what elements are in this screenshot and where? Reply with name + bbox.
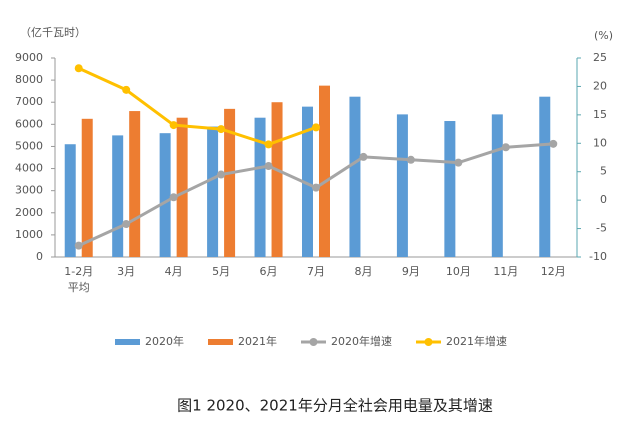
- x-tick-label-line: 8月: [354, 265, 372, 278]
- line-point: [312, 183, 320, 192]
- x-tick-label: 11月: [493, 265, 518, 278]
- x-tick-label-line: 3月: [117, 265, 135, 278]
- legend-swatch: [115, 339, 140, 345]
- y2-tick-label: 0: [600, 193, 607, 206]
- bar: [81, 118, 93, 257]
- y-tick-label: 2000: [15, 206, 43, 219]
- x-tick-label-line: 11月: [493, 265, 518, 278]
- y-tick-label: 1000: [15, 228, 43, 241]
- bar: [176, 117, 188, 257]
- line-point: [217, 125, 226, 134]
- line-point: [501, 143, 510, 152]
- bar: [254, 117, 266, 257]
- x-tick-label-line: 6月: [260, 265, 278, 278]
- line-point: [122, 220, 131, 229]
- line-point: [169, 193, 178, 202]
- x-tick-label: 9月: [402, 265, 420, 278]
- y2-tick-label: -5: [596, 222, 607, 235]
- line-point: [122, 85, 131, 94]
- y-axis-label: （亿千瓦时）: [20, 26, 86, 39]
- x-tick-label: 4月: [165, 265, 183, 278]
- y2-tick-label: 10: [593, 136, 607, 149]
- legend-swatch: [424, 338, 433, 346]
- x-tick-label: 12月: [541, 265, 566, 278]
- y2-tick-label: 25: [593, 51, 607, 64]
- x-tick-label-line: 10月: [446, 265, 471, 278]
- y2-tick-label: 5: [600, 165, 607, 178]
- x-tick-label: 10月: [446, 265, 471, 278]
- legend-label: 2021年: [238, 334, 277, 348]
- bar: [64, 144, 76, 257]
- x-tick-label: 6月: [260, 265, 278, 278]
- bar: [444, 121, 456, 258]
- bar: [539, 96, 551, 257]
- line-point: [264, 140, 273, 149]
- legend-swatch: [208, 339, 233, 345]
- line-point: [549, 139, 558, 148]
- bar: [159, 133, 171, 257]
- line: [78, 142, 554, 247]
- x-tick-label: 1-2月平均: [64, 265, 93, 294]
- legend-label: 2020年增速: [331, 334, 392, 348]
- y-tick-label: 9000: [15, 51, 43, 64]
- line-point: [359, 152, 368, 161]
- x-tick-label-line: 1-2月: [64, 265, 93, 278]
- bar: [319, 85, 330, 257]
- legend-swatch: [309, 338, 318, 346]
- line: [78, 66, 317, 147]
- line-point: [169, 121, 178, 130]
- bar: [491, 114, 503, 257]
- caption: 图1 2020、2021年分月全社会用电量及其增速: [177, 397, 493, 415]
- line-point: [454, 158, 463, 167]
- legend-label: 2021年增速: [446, 334, 507, 348]
- bar: [129, 111, 141, 257]
- y-tick-label: 3000: [15, 184, 43, 197]
- y-tick-label: 7000: [15, 95, 43, 108]
- x-tick-label-line: 9月: [402, 265, 420, 278]
- bar: [349, 96, 361, 257]
- line-point: [406, 155, 415, 164]
- x-tick-label-line: 12月: [541, 265, 566, 278]
- y-tick-label: 5000: [15, 139, 43, 152]
- x-tick-label-line: 5月: [212, 265, 230, 278]
- line-point: [217, 170, 226, 179]
- y-tick-label: 6000: [15, 117, 43, 130]
- y2-tick-label: -10: [589, 250, 607, 263]
- x-tick-label: 5月: [212, 265, 230, 278]
- bar: [112, 135, 124, 257]
- y2-tick-label: 15: [593, 108, 607, 121]
- bar: [207, 126, 219, 258]
- line-point: [74, 241, 83, 250]
- x-tick-label-line: 平均: [68, 281, 90, 294]
- bar: [224, 108, 236, 257]
- x-tick-label: 7月: [307, 265, 325, 278]
- line-point: [74, 64, 83, 73]
- bar: [271, 102, 283, 257]
- bar: [396, 114, 408, 257]
- y-tick-label: 4000: [15, 162, 43, 175]
- y-tick-label: 0: [36, 250, 43, 263]
- y2-tick-label: 20: [593, 79, 607, 92]
- bar: [302, 106, 313, 258]
- x-tick-label-line: 7月: [307, 265, 325, 278]
- line-point: [264, 162, 273, 171]
- x-tick-label-line: 4月: [165, 265, 183, 278]
- x-tick-label: 3月: [117, 265, 135, 278]
- y-tick-label: 8000: [15, 73, 43, 86]
- line-point: [312, 123, 320, 132]
- x-tick-label: 8月: [354, 265, 372, 278]
- legend-label: 2020年: [145, 334, 184, 348]
- y2-axis-label: (%): [594, 29, 613, 42]
